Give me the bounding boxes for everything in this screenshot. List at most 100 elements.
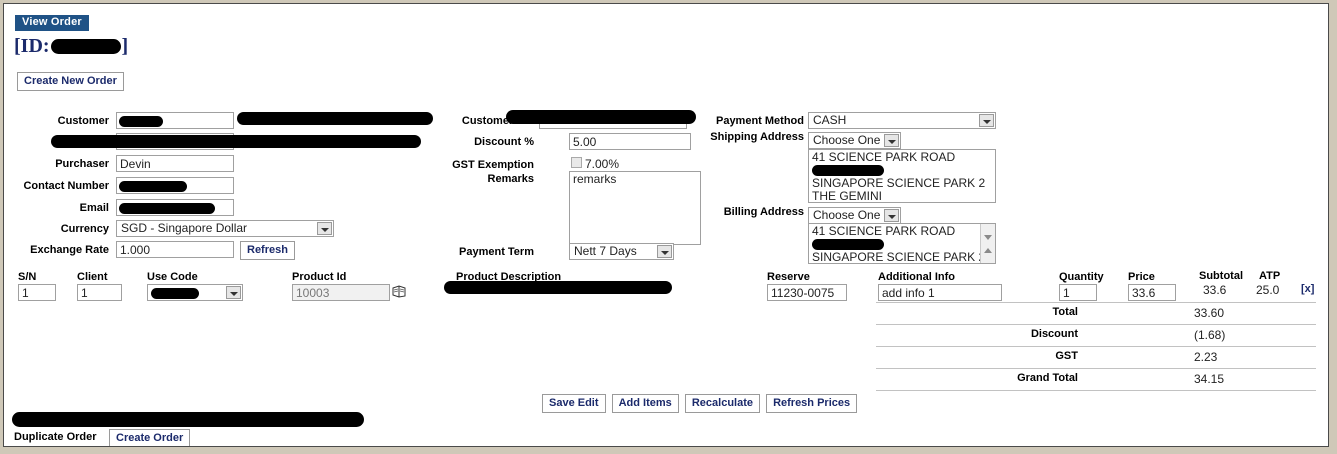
- col-header-product-description: Product Description: [456, 271, 562, 283]
- scroll-up-icon[interactable]: [982, 244, 994, 256]
- col-header-subtotal: Subtotal: [1199, 270, 1243, 282]
- chevron-down-icon[interactable]: [884, 209, 899, 222]
- gst-exemption-label: GST Exemption: [452, 159, 534, 171]
- col-header-price: Price: [1128, 271, 1155, 283]
- currency-label: Currency: [60, 223, 109, 235]
- discount-label: Discount: [1030, 328, 1078, 340]
- table-row: GST 2.23: [876, 346, 1316, 368]
- billing-address-scrollbar[interactable]: [980, 224, 995, 263]
- payment-method-label: Payment Method: [715, 115, 804, 127]
- price-input[interactable]: [1128, 284, 1176, 301]
- col-header-reserve: Reserve: [767, 271, 810, 283]
- billing-address-select-value: Choose One: [813, 208, 881, 222]
- redacted-customer-ref: [506, 110, 696, 124]
- shipping-address-line-3: SINGAPORE SCIENCE PARK 2: [812, 176, 986, 190]
- redacted-customer-detail: [51, 135, 421, 148]
- purchaser-input[interactable]: [116, 155, 234, 172]
- grand-total-value: 34.15: [1194, 372, 1225, 386]
- remarks-label: Remarks: [487, 173, 534, 185]
- redacted-customer-name: [237, 112, 433, 125]
- redacted-product-description: [444, 281, 672, 294]
- client-input[interactable]: [77, 284, 122, 301]
- currency-select[interactable]: SGD - Singapore Dollar: [116, 220, 334, 237]
- gst-exemption-checkbox[interactable]: [571, 157, 582, 168]
- redacted-use-code: [151, 288, 199, 299]
- email-label: Email: [79, 202, 109, 214]
- page-title: [ID:]: [14, 35, 128, 58]
- atp-value: 25.0: [1256, 283, 1280, 297]
- col-header-atp: ATP: [1259, 270, 1281, 282]
- exchange-rate-label: Exchange Rate: [30, 244, 109, 256]
- shipping-address-label: Shipping Address: [710, 131, 804, 143]
- discount-label: Discount %: [474, 136, 534, 148]
- chevron-down-icon[interactable]: [226, 286, 241, 299]
- payment-term-select[interactable]: Nett 7 Days: [569, 243, 674, 260]
- create-order-button[interactable]: Create Order: [109, 429, 191, 446]
- grand-total-label: Grand Total: [1017, 372, 1078, 384]
- product-id-input[interactable]: [292, 284, 390, 301]
- duplicate-order-label: Duplicate Order: [14, 431, 97, 443]
- col-header-use-code: Use Code: [147, 271, 198, 283]
- chevron-down-icon[interactable]: [657, 245, 672, 258]
- payment-method-select-value: CASH: [813, 113, 847, 127]
- scroll-down-icon[interactable]: [982, 231, 994, 243]
- order-page: View Order [ID:] Create New Order Custom…: [3, 3, 1329, 447]
- col-header-sn: S/N: [18, 271, 37, 283]
- gst-label: GST: [1055, 350, 1078, 362]
- table-row: Discount (1.68): [876, 324, 1316, 346]
- currency-select-value: SGD - Singapore Dollar: [121, 221, 248, 235]
- quantity-input[interactable]: [1059, 284, 1097, 301]
- remove-line-item-button[interactable]: [x]: [1301, 283, 1315, 295]
- purchaser-label: Purchaser: [55, 158, 109, 170]
- redacted-order-id: [50, 39, 121, 54]
- redacted-billing-address-line-2: [812, 239, 884, 250]
- sn-input[interactable]: [18, 284, 56, 301]
- billing-address-line-3: SINGAPORE SCIENCE PARK 2: [812, 250, 986, 264]
- chevron-down-icon[interactable]: [884, 134, 899, 147]
- exchange-rate-input[interactable]: [116, 241, 234, 258]
- page-title-prefix: [ID:: [14, 35, 50, 57]
- contact-number-input[interactable]: [116, 177, 234, 194]
- use-code-select[interactable]: [147, 284, 243, 301]
- col-header-quantity: Quantity: [1059, 271, 1104, 283]
- add-items-button[interactable]: Add Items: [611, 394, 679, 413]
- table-row: Total 33.60: [876, 302, 1316, 324]
- gst-rate-text: 7.00%: [585, 157, 620, 171]
- redacted-customer-code: [119, 116, 163, 127]
- shipping-address-box[interactable]: 41 SCIENCE PARK ROAD SINGAPORE SCIENCE P…: [808, 149, 996, 203]
- action-button-bar: Save Edit Add Items Recalculate Refresh …: [542, 394, 860, 413]
- customer-code-input[interactable]: [116, 112, 234, 129]
- shipping-address-select[interactable]: Choose One: [808, 132, 901, 149]
- shipping-address-select-value: Choose One: [813, 133, 881, 147]
- col-header-product-id: Product Id: [292, 271, 347, 283]
- tab-view-order[interactable]: View Order: [15, 15, 89, 31]
- redacted-shipping-address-line-2: [812, 165, 884, 176]
- shipping-address-line-4: THE GEMINI: [812, 189, 883, 203]
- page-title-suffix: ]: [121, 35, 129, 57]
- redacted-contact-number: [119, 181, 187, 192]
- totals-table: Total 33.60 Discount (1.68) GST 2.23 Gra…: [876, 302, 1316, 391]
- billing-address-box[interactable]: 41 SCIENCE PARK ROAD SINGAPORE SCIENCE P…: [808, 223, 996, 264]
- book-lookup-icon[interactable]: [392, 285, 406, 298]
- col-header-additional-info: Additional Info: [878, 271, 955, 283]
- chevron-down-icon[interactable]: [317, 222, 332, 235]
- redacted-footer-note: [12, 412, 364, 427]
- chevron-down-icon[interactable]: [979, 114, 994, 127]
- total-label: Total: [1052, 306, 1078, 318]
- payment-term-label: Payment Term: [459, 246, 534, 258]
- discount-input[interactable]: [569, 133, 691, 150]
- contact-number-label: Contact Number: [23, 180, 109, 192]
- create-new-order-button[interactable]: Create New Order: [17, 72, 124, 91]
- refresh-exchange-rate-button[interactable]: Refresh: [240, 241, 295, 260]
- col-header-client: Client: [77, 271, 108, 283]
- payment-method-select[interactable]: CASH: [808, 112, 996, 129]
- subtotal-value: 33.6: [1203, 283, 1227, 297]
- billing-address-select[interactable]: Choose One: [808, 207, 901, 224]
- recalculate-button[interactable]: Recalculate: [684, 394, 760, 413]
- remarks-textarea[interactable]: remarks: [569, 171, 701, 245]
- reserve-input[interactable]: [767, 284, 847, 301]
- email-input[interactable]: [116, 199, 234, 216]
- refresh-prices-button[interactable]: Refresh Prices: [766, 394, 858, 413]
- save-edit-button[interactable]: Save Edit: [542, 394, 606, 413]
- additional-info-input[interactable]: [878, 284, 1002, 301]
